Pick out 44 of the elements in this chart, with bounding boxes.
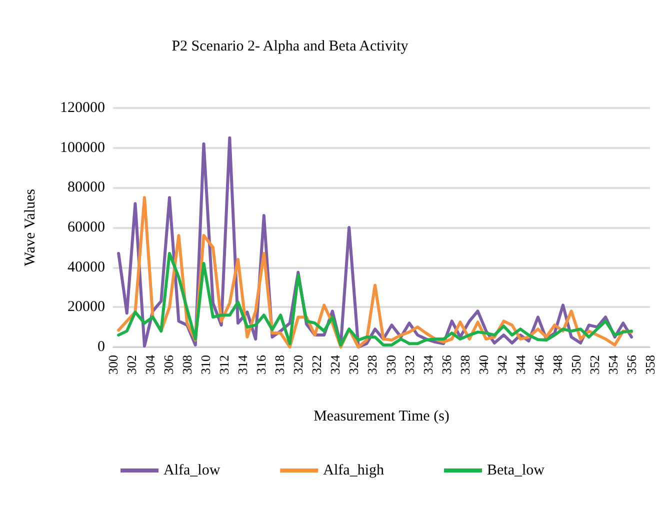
x-tick-label: 336 bbox=[438, 354, 454, 374]
y-tick-label: 120000 bbox=[60, 100, 105, 116]
x-tick-label: 312 bbox=[216, 355, 232, 374]
x-tick-label: 314 bbox=[235, 354, 250, 374]
x-tick-label: 318 bbox=[272, 355, 288, 374]
x-tick-label: 326 bbox=[346, 354, 362, 374]
x-tick-label: 300 bbox=[106, 355, 120, 374]
y-tick-label: 80000 bbox=[68, 180, 105, 196]
x-tick-label: 358 bbox=[642, 355, 658, 374]
y-axis-title: Wave Values bbox=[22, 188, 38, 266]
y-tick-label: 60000 bbox=[68, 220, 105, 236]
x-tick-label: 308 bbox=[180, 355, 195, 374]
x-tick-label: 334 bbox=[420, 354, 436, 374]
y-tick-label: 40000 bbox=[68, 259, 105, 276]
x-tick-label: 322 bbox=[309, 355, 324, 374]
x-tick-label: 324 bbox=[328, 354, 343, 374]
x-tick-label: 304 bbox=[142, 354, 158, 374]
x-axis-title: Measurement Time (s) bbox=[314, 408, 450, 424]
x-tick-label: 352 bbox=[586, 355, 602, 374]
legend-label: Alfa_high bbox=[323, 462, 384, 478]
x-tick-label: 320 bbox=[290, 355, 306, 374]
x-tick-label: 348 bbox=[550, 355, 565, 374]
legend-label: Beta_low bbox=[486, 462, 545, 478]
x-tick-label: 302 bbox=[124, 355, 140, 374]
x-tick-label: 340 bbox=[476, 355, 491, 374]
y-tick-label: 0 bbox=[98, 339, 105, 355]
x-tick-label: 306 bbox=[161, 354, 176, 374]
chart-title: P2 Scenario 2- Alpha and Beta Activity bbox=[172, 38, 409, 54]
y-tick-label: 20000 bbox=[68, 299, 105, 316]
y-tick-label: 100000 bbox=[60, 140, 105, 156]
x-tick-label: 350 bbox=[568, 355, 584, 374]
x-tick-label: 330 bbox=[383, 355, 398, 374]
x-tick-label: 346 bbox=[531, 354, 546, 374]
line-series bbox=[117, 252, 633, 347]
x-tick-label: 328 bbox=[364, 355, 380, 374]
x-tick-label: 356 bbox=[624, 354, 639, 374]
legend-label: Alfa_low bbox=[164, 462, 220, 478]
x-tick-label: 342 bbox=[494, 355, 510, 374]
x-tick-label: 338 bbox=[457, 355, 472, 374]
x-tick-label: 354 bbox=[605, 354, 620, 374]
x-tick-label: 344 bbox=[512, 354, 528, 374]
x-tick-label: 332 bbox=[402, 355, 417, 374]
x-tick-label: 310 bbox=[198, 355, 214, 374]
x-tick-label: 316 bbox=[254, 354, 269, 374]
